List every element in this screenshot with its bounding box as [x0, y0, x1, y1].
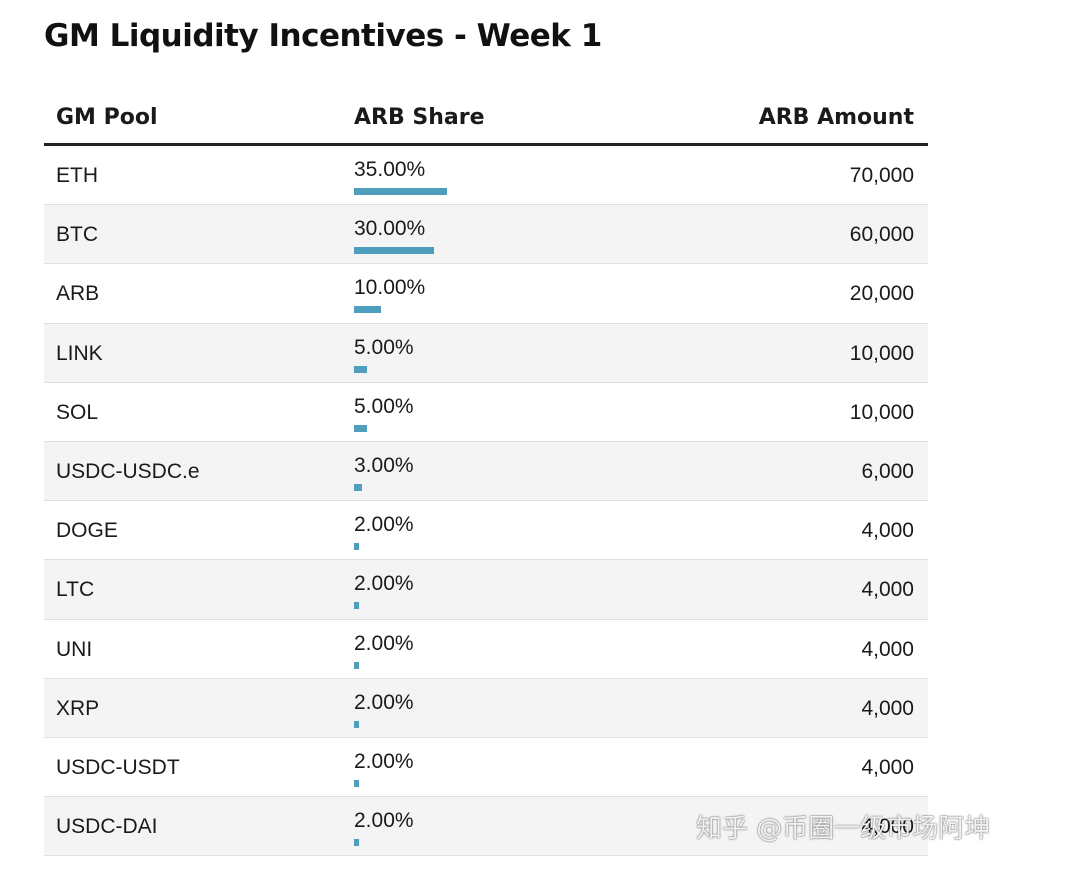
arb-amount: 4,000	[861, 637, 914, 661]
pool-name: UNI	[56, 637, 93, 661]
share-bar	[354, 839, 360, 847]
header-arb-share: ARB Share	[354, 105, 485, 130]
table-row: SOL 5.00% 10,000	[44, 383, 928, 442]
pool-name: BTC	[56, 223, 98, 247]
share-label: 2.00%	[354, 809, 414, 833]
table-row: UNI 2.00% 4,000	[44, 620, 928, 679]
arb-amount: 4,000	[861, 578, 914, 602]
pool-name: SOL	[56, 400, 99, 424]
share-bar	[354, 720, 360, 728]
arb-amount: 10,000	[849, 341, 914, 365]
header-arb-amount: ARB Amount	[758, 105, 914, 130]
share-label: 2.00%	[354, 572, 414, 596]
arb-amount: 20,000	[849, 282, 914, 306]
arb-amount: 6,000	[861, 459, 914, 483]
share-label: 2.00%	[354, 631, 414, 655]
pool-name: USDC-USDT	[56, 755, 180, 779]
share-bar	[354, 483, 362, 491]
share-bar	[354, 424, 368, 432]
arb-amount: 4,000	[861, 815, 914, 839]
share-label: 5.00%	[354, 394, 414, 418]
table-header: GM Pool ARB Share ARB Amount	[44, 92, 928, 146]
pool-name: USDC-USDC.e	[56, 459, 200, 483]
pool-name: DOGE	[56, 519, 118, 543]
share-bar	[354, 306, 381, 314]
table-row: ARB 10.00% 20,000	[44, 264, 928, 324]
share-bar	[354, 365, 368, 373]
arb-amount: 4,000	[861, 519, 914, 543]
share-bar	[354, 779, 360, 787]
table-row: USDC-DAI 2.00% 4,000	[44, 797, 928, 857]
arb-amount: 70,000	[849, 164, 914, 187]
arb-amount: 10,000	[849, 400, 914, 424]
table-row: DOGE 2.00% 4,000	[44, 501, 928, 561]
share-bar	[354, 543, 360, 551]
share-bar	[354, 247, 434, 255]
chart-title: GM Liquidity Incentives - Week 1	[44, 18, 602, 54]
table-row: LTC 2.00% 4,000	[44, 560, 928, 620]
table-row: USDC-USDC.e 3.00% 6,000	[44, 441, 928, 502]
share-label: 2.00%	[354, 749, 414, 773]
pool-name: ARB	[56, 282, 100, 306]
share-bar	[354, 602, 360, 610]
watermark: 知乎 @币圈一级市场阿坤	[696, 814, 991, 844]
table-row: LINK 5.00% 10,000	[44, 323, 928, 383]
table-row: ETH 35.00% 70,000	[44, 146, 928, 206]
pool-name: ETH	[56, 164, 98, 187]
table-body: ETH 35.00% 70,000 BTC 30.00% 60,000 ARB 10.00% 2…	[44, 146, 928, 857]
pool-name: LTC	[56, 578, 95, 602]
pool-name: USDC-DAI	[56, 815, 158, 839]
arb-amount: 4,000	[861, 755, 914, 779]
pool-name: XRP	[56, 696, 100, 720]
pool-name: LINK	[56, 341, 103, 365]
share-label: 3.00%	[354, 453, 414, 477]
share-label: 35.00%	[354, 158, 426, 181]
share-label: 2.00%	[354, 513, 414, 537]
share-label: 5.00%	[354, 335, 414, 359]
incentives-table: GM Pool ARB Share ARB Amount ETH 35.00% 70…	[44, 92, 928, 857]
share-label: 2.00%	[354, 690, 414, 714]
arb-amount: 60,000	[849, 223, 914, 247]
share-bar	[354, 188, 447, 195]
table-row: BTC 30.00% 60,000	[44, 205, 928, 265]
arb-amount: 4,000	[861, 696, 914, 720]
table-row: USDC-USDT 2.00% 4,000	[44, 738, 928, 798]
share-bar	[354, 661, 360, 669]
share-label: 10.00%	[354, 276, 426, 300]
header-gm-pool: GM Pool	[56, 105, 158, 130]
table-row: XRP 2.00% 4,000	[44, 678, 928, 738]
share-label: 30.00%	[354, 217, 426, 241]
